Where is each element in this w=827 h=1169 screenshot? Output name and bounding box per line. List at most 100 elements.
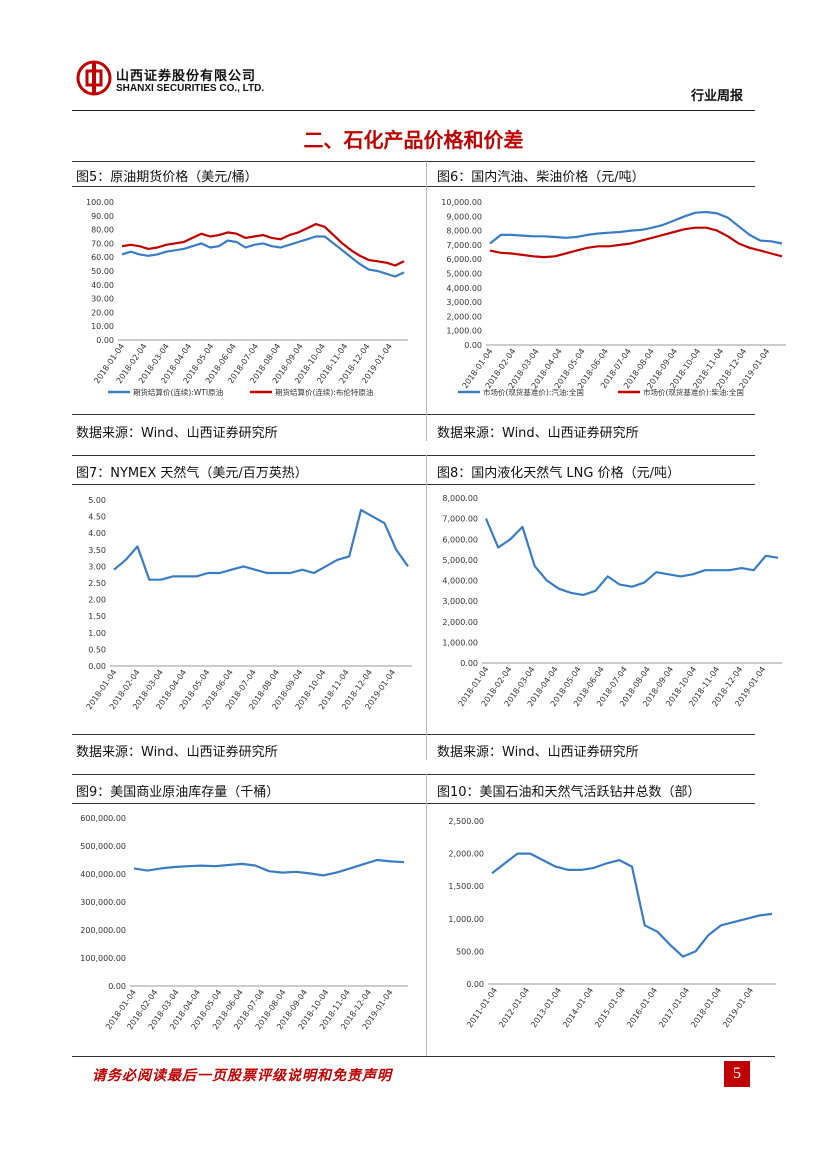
fig10-x-tick: 2018-01-04 <box>689 986 723 1029</box>
footer-disclaimer: 请务必阅读最后一页股票评级说明和免责声明 <box>92 1068 392 1084</box>
row1-title-rule <box>72 186 755 187</box>
fig7-source: 数据来源：Wind、山西证券研究所 <box>76 745 278 760</box>
header-divider <box>72 110 755 111</box>
fig7-y-tick: 4.50 <box>88 513 106 522</box>
fig8-y-tick: 1,000.00 <box>442 638 478 647</box>
row2-title-rule <box>72 484 755 485</box>
fig10-y-tick: 0.00 <box>466 980 484 989</box>
footer-rule <box>72 1056 775 1057</box>
fig6-title: 图6：国内汽油、柴油价格（元/吨） <box>437 170 645 185</box>
fig6-legend-label-0: 市场价(现货基准价):汽油:全国 <box>483 387 584 397</box>
fig9-y-tick: 0.00 <box>108 982 126 991</box>
fig9-chart: 0.00 100,000.00 200,000.00 300,000.00 400,00… <box>80 814 408 1031</box>
fig10-x-tick: 2016-01-04 <box>625 986 659 1029</box>
fig9-title: 图9：美国商业原油库存量（千桶） <box>76 785 280 800</box>
fig7-y-tick: 3.50 <box>88 546 106 555</box>
fig10-y-tick: 1,500.00 <box>448 882 484 891</box>
fig6-series-line-1 <box>489 226 783 259</box>
fig10-y-tick: 2,500.00 <box>448 817 484 826</box>
fig10-y-tick: 500.00 <box>456 947 484 956</box>
fig9-y-tick: 600,000.00 <box>80 814 126 823</box>
fig9-y-tick: 200,000.00 <box>80 926 126 935</box>
company-logo <box>76 60 112 96</box>
fig5-y-tick: 80.00 <box>91 226 114 235</box>
fig6-y-tick: 5,000.00 <box>446 270 482 279</box>
fig5-y-tick: 60.00 <box>91 253 114 262</box>
fig5-series-line-1 <box>121 222 405 267</box>
fig5-y-tick: 90.00 <box>91 212 114 221</box>
fig5-y-tick: 70.00 <box>91 239 114 248</box>
row1-top-rule <box>72 161 755 162</box>
fig5-legend-label-0: 期货结算价(连续):WTI原油 <box>133 387 223 397</box>
row3-title-rule <box>72 803 755 804</box>
fig5-source: 数据来源：Wind、山西证券研究所 <box>76 426 278 441</box>
fig7-chart: 0.00 0.50 1.00 1.50 2.00 2.50 3.00 3.50 4.00 4.50… <box>85 496 412 711</box>
company-name-en: SHANXI SECURITIES CO., LTD. <box>116 83 265 94</box>
company-name-cn: 山西证券股份有限公司 <box>116 69 257 84</box>
fig5-chart: 0.00 10.00 20.00 30.00 40.00 50.00 60.00 70.00 8… <box>86 198 408 397</box>
fig9-y-tick: 400,000.00 <box>80 870 126 879</box>
fig8-chart: 0.00 1,000.00 2,000.00 3,000.00 4,000.00 5,00… <box>442 494 782 708</box>
fig10-y-tick: 1,000.00 <box>448 915 484 924</box>
fig5-y-tick: 40.00 <box>91 281 114 290</box>
fig7-y-tick: 0.50 <box>88 645 106 654</box>
fig6-y-tick: 8,000.00 <box>446 227 482 236</box>
fig6-y-tick: 7,000.00 <box>446 241 482 250</box>
row2-column-divider <box>426 455 427 760</box>
fig8-y-tick: 6,000.00 <box>442 535 478 544</box>
fig8-source: 数据来源：Wind、山西证券研究所 <box>437 745 639 760</box>
fig10-x-tick: 2014-01-04 <box>561 986 595 1029</box>
fig10-x-tick: 2011-01-04 <box>465 986 499 1029</box>
fig7-y-tick: 2.00 <box>88 596 106 605</box>
fig10-series-line-0 <box>491 852 773 958</box>
row2-source-rule <box>72 734 755 735</box>
fig7-series-line-0 <box>113 508 409 581</box>
row2-top-rule <box>72 455 755 456</box>
section-title: 二、石化产品价格和价差 <box>303 128 524 152</box>
fig10-y-tick: 2,000.00 <box>448 850 484 859</box>
fig7-y-tick: 1.00 <box>88 629 106 638</box>
fig10-title: 图10：美国石油和天然气活跃钻井总数（部） <box>437 785 701 800</box>
fig7-title: 图7：NYMEX 天然气（美元/百万英热） <box>76 466 308 481</box>
row3-top-rule <box>72 774 755 775</box>
fig5-y-tick: 30.00 <box>91 295 114 304</box>
fig6-chart: 0.00 1,000.00 2,000.00 3,000.00 4,000.00 5,00… <box>441 198 786 397</box>
fig8-y-tick: 5,000.00 <box>442 556 478 565</box>
fig9-y-tick: 500,000.00 <box>80 842 126 851</box>
fig7-y-tick: 0.00 <box>88 662 106 671</box>
fig7-y-tick: 5.00 <box>88 496 106 505</box>
fig6-y-tick: 0.00 <box>464 341 482 350</box>
fig7-y-tick: 4.00 <box>88 529 106 538</box>
fig5-title: 图5：原油期货价格（美元/桶） <box>76 170 258 185</box>
fig8-series-line-0 <box>484 518 779 597</box>
fig6-series-line-0 <box>489 210 783 245</box>
row3-column-divider <box>426 774 427 1056</box>
fig5-y-tick: 10.00 <box>91 322 114 331</box>
fig6-y-tick: 6,000.00 <box>446 255 482 264</box>
fig5-y-tick: 20.00 <box>91 308 114 317</box>
fig8-y-tick: 3,000.00 <box>442 597 478 606</box>
fig5-series-line-0 <box>121 235 405 278</box>
fig10-chart: 0.00 500.00 1,000.00 1,500.00 2,000.00 2,500.… <box>448 817 776 1029</box>
fig6-y-tick: 3,000.00 <box>446 298 482 307</box>
fig5-y-tick: 100.00 <box>86 198 114 207</box>
fig8-y-tick: 4,000.00 <box>442 577 478 586</box>
fig6-y-tick: 10,000.00 <box>441 198 482 207</box>
fig5-y-tick: 50.00 <box>91 267 114 276</box>
page-number: 5 <box>724 1061 750 1087</box>
fig5-y-tick: 0.00 <box>96 336 114 345</box>
fig7-y-tick: 3.00 <box>88 562 106 571</box>
fig10-x-tick: 2012-01-04 <box>497 986 531 1029</box>
fig8-title: 图8：国内液化天然气 LNG 价格（元/吨） <box>437 466 680 481</box>
fig6-legend-label-1: 市场价(现货基准价):柴油:全国 <box>643 387 744 397</box>
fig8-y-tick: 7,000.00 <box>442 515 478 524</box>
fig10-x-tick: 2017-01-04 <box>657 986 691 1029</box>
fig7-y-tick: 1.50 <box>88 612 106 621</box>
fig6-y-tick: 2,000.00 <box>446 312 482 321</box>
fig6-source: 数据来源：Wind、山西证券研究所 <box>437 426 639 441</box>
row1-source-rule <box>72 414 755 415</box>
fig9-y-tick: 100,000.00 <box>80 954 126 963</box>
fig9-y-tick: 300,000.00 <box>80 898 126 907</box>
fig8-y-tick: 8,000.00 <box>442 494 478 503</box>
report-type: 行业周报 <box>691 89 744 104</box>
